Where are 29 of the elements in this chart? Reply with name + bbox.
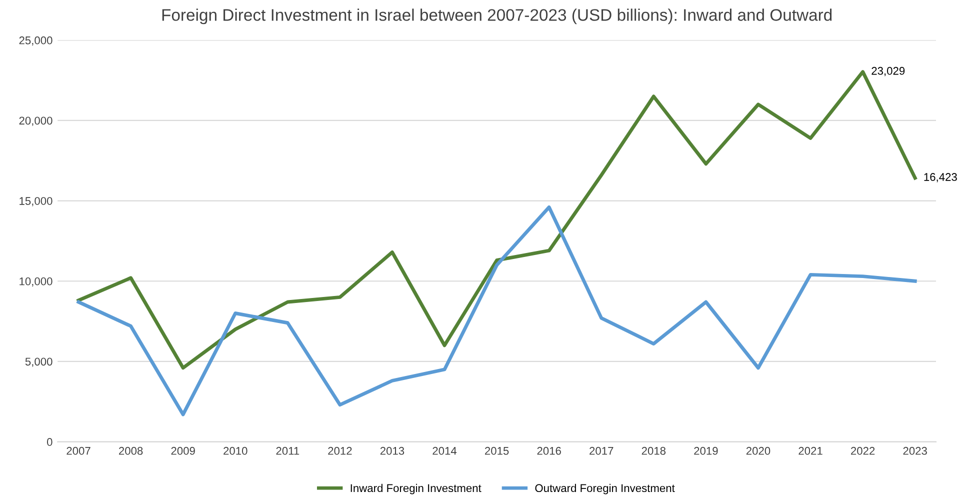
line-series xyxy=(76,205,917,416)
x-tick-label: 2008 xyxy=(119,446,143,455)
x-tick-label: 2010 xyxy=(224,446,248,455)
y-tick-label: 5,000 xyxy=(25,358,52,367)
x-tick-label: 2018 xyxy=(642,446,666,455)
x-tick-label: 2021 xyxy=(798,446,822,455)
x-tick-label: 2019 xyxy=(694,446,718,455)
x-tick-label: 2020 xyxy=(746,446,770,455)
x-tick-label: 2015 xyxy=(485,446,509,455)
x-tick-label: 2017 xyxy=(590,446,614,455)
y-tick-label: 10,000 xyxy=(20,277,52,287)
y-tick-label: 20,000 xyxy=(19,116,52,126)
legend-label: Outward Foregin Investment xyxy=(535,484,675,494)
x-tick-label: 2013 xyxy=(380,446,404,455)
x-tick-label: 2022 xyxy=(851,446,875,455)
x-tick-label: 2011 xyxy=(276,446,300,455)
x-tick-label: 2009 xyxy=(171,446,195,455)
y-tick-label: 25,000 xyxy=(19,36,52,46)
x-tick-label: 2016 xyxy=(537,446,561,455)
x-tick-label: 2014 xyxy=(432,446,457,455)
x-tick-label: 2023 xyxy=(903,446,927,455)
chart-title: Foreign Direct Investment in Israel between 2007-2023 (USD billions): Inward and Outward xyxy=(162,8,832,24)
annotation: 16,423 xyxy=(924,173,957,182)
annotation: 23,029 xyxy=(872,66,905,76)
legend-label: Inward Foregin Investment xyxy=(350,484,482,494)
y-tick-label: 0 xyxy=(46,438,52,446)
x-tick-label: 2007 xyxy=(66,446,90,455)
x-tick-label: 2012 xyxy=(328,446,352,455)
y-tick-label: 15,000 xyxy=(20,197,52,206)
